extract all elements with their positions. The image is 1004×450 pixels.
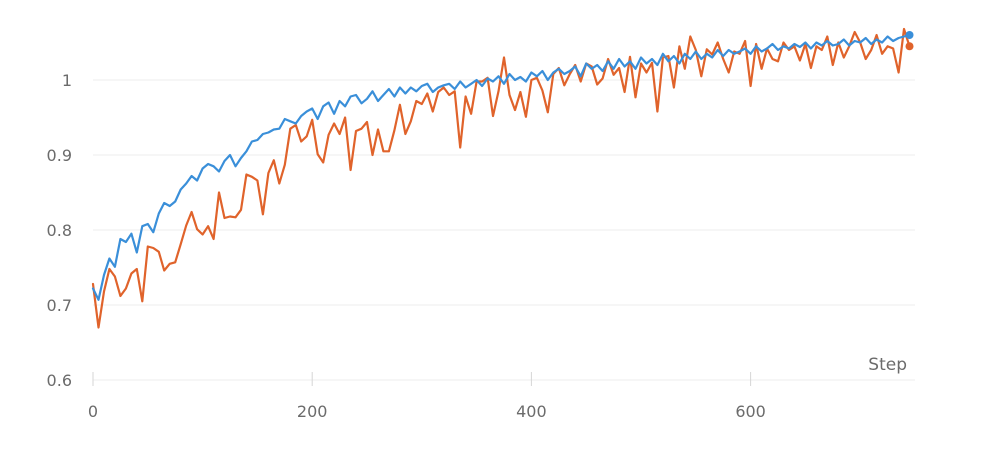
series-endpoint-2 bbox=[905, 31, 914, 39]
y-tick-label: 0.6 bbox=[47, 371, 72, 390]
series-line-2 bbox=[91, 33, 911, 301]
x-axis-label: Step bbox=[868, 355, 907, 375]
series-endpoints bbox=[905, 31, 914, 51]
x-tick-label: 200 bbox=[297, 402, 328, 421]
x-tick-label: 600 bbox=[735, 402, 766, 421]
x-tick-label: 400 bbox=[516, 402, 547, 421]
axis-ticks: 0.6 0.7 0.8 0.9 1 0 200 400 600 bbox=[47, 71, 766, 421]
series-line-1 bbox=[91, 27, 911, 329]
y-tick-label: 0.8 bbox=[47, 221, 72, 240]
y-tick-label: 1 bbox=[62, 71, 72, 90]
series-layer bbox=[91, 27, 911, 329]
y-tick-label: 0.9 bbox=[47, 146, 72, 165]
gridlines bbox=[93, 79, 915, 381]
series-endpoint-1 bbox=[905, 42, 914, 51]
y-tick-label: 0.7 bbox=[47, 296, 72, 315]
x-tick-label: 0 bbox=[88, 402, 98, 421]
